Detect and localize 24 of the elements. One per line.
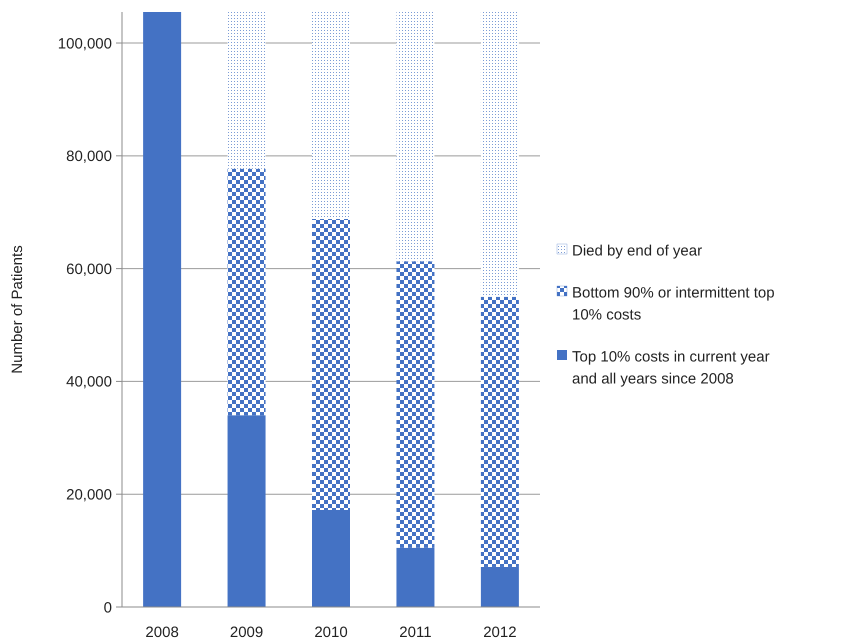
bar: [480, 566, 519, 607]
legend-label: Died by end of year: [572, 242, 702, 260]
y-axis-title: Number of Patients: [9, 245, 26, 374]
y-tick-label: 40,000: [66, 374, 112, 391]
bar: [312, 510, 350, 607]
legend-label: Top 10% costs in current year and all years since 2008: [572, 348, 770, 388]
legend-label: Bottom 90% or intermittent top 10% costs: [572, 284, 775, 324]
bar: [480, 296, 519, 567]
bar: [312, 218, 350, 510]
bar: [228, 168, 266, 416]
y-tick-label: 60,000: [66, 260, 112, 278]
bar: [228, 415, 266, 607]
bar: [143, 12, 182, 607]
x-tick-label: 2011: [399, 624, 432, 641]
y-tick-label: 100,000: [58, 35, 112, 52]
x-tick-label: 2012: [483, 624, 517, 641]
y-tick-label: 80,000: [66, 148, 112, 166]
bar: [396, 261, 434, 548]
y-tick-label: 20,000: [66, 486, 112, 504]
x-tick-label: 2010: [314, 624, 348, 641]
x-tick-label: 2009: [230, 624, 264, 641]
x-tick-label: 2008: [145, 624, 179, 641]
y-tick-label: 0: [104, 599, 112, 616]
bar: [396, 548, 434, 607]
